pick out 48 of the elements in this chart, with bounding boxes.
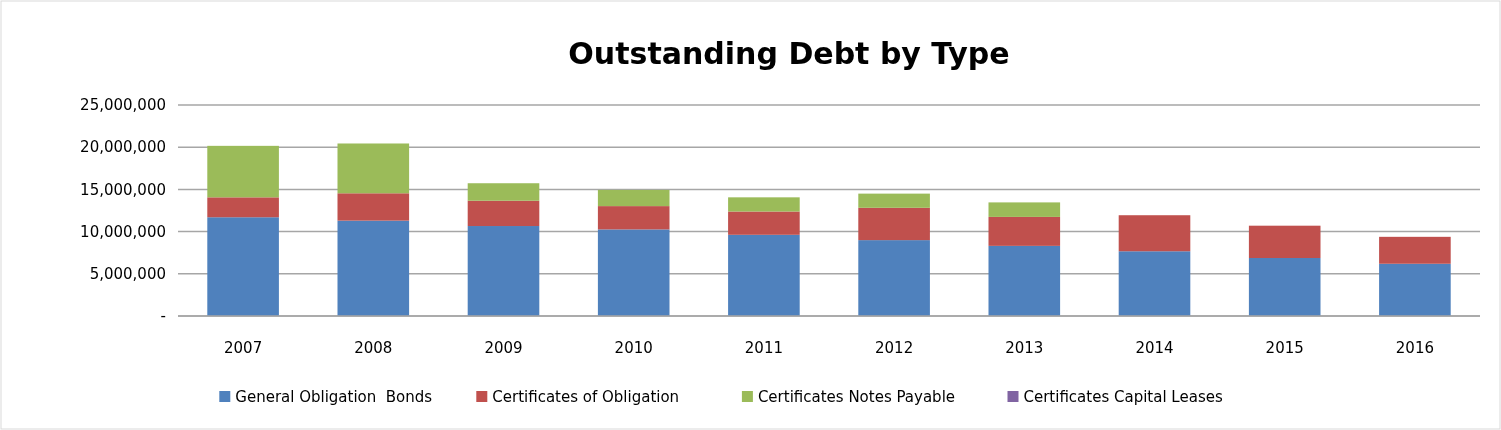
bar	[988, 216, 1061, 246]
x-tick-label: 2009	[484, 339, 523, 357]
legend-label: Certificates of Obligation	[492, 388, 680, 407]
x-tick-label: 2014	[1135, 339, 1174, 357]
bar	[467, 200, 540, 227]
bar	[1248, 225, 1321, 259]
bar	[1379, 263, 1451, 316]
bar	[1379, 236, 1451, 264]
x-tick-label: 2015	[1265, 339, 1304, 357]
y-tick-label: 5,000,000	[89, 265, 166, 284]
x-tick-label: 2007	[224, 339, 263, 357]
x-tick-label: 2012	[875, 339, 914, 357]
x-tick-label: 2010	[614, 339, 653, 357]
x-tick-label: 2016	[1395, 339, 1434, 357]
bar	[467, 183, 540, 201]
bar	[858, 193, 930, 208]
bar	[207, 197, 279, 218]
legend-label: General Obligation Bonds	[235, 388, 433, 407]
bar	[728, 211, 800, 235]
y-tick-label: 25,000,000	[80, 96, 166, 115]
bar	[337, 220, 410, 316]
bar	[728, 234, 800, 316]
y-tick-label: 10,000,000	[80, 222, 166, 241]
bar	[988, 245, 1061, 316]
y-tick-label: 20,000,000	[80, 138, 166, 157]
bar	[728, 197, 800, 212]
x-tick-label: 2008	[354, 339, 393, 357]
bar	[467, 226, 540, 316]
y-tick-label: -	[160, 307, 166, 326]
bar	[1118, 251, 1191, 316]
chart-title: Outstanding Debt by Type	[568, 36, 1010, 71]
bar	[207, 217, 279, 316]
x-tick-label: 2013	[1005, 339, 1044, 357]
bar	[207, 145, 279, 198]
bar	[597, 189, 670, 207]
bar	[988, 202, 1061, 217]
bar	[337, 193, 410, 221]
bar	[1118, 215, 1191, 252]
bar	[858, 207, 930, 241]
bar	[858, 240, 930, 316]
y-tick-label: 15,000,000	[80, 180, 166, 199]
bar	[597, 206, 670, 230]
legend-label: Certificates Notes Payable	[757, 388, 956, 407]
bar	[1248, 258, 1321, 316]
bar	[597, 229, 670, 316]
bar	[337, 143, 410, 194]
x-tick-label: 2011	[744, 339, 783, 357]
legend-label: Certificates Capital Leases	[1023, 388, 1223, 407]
